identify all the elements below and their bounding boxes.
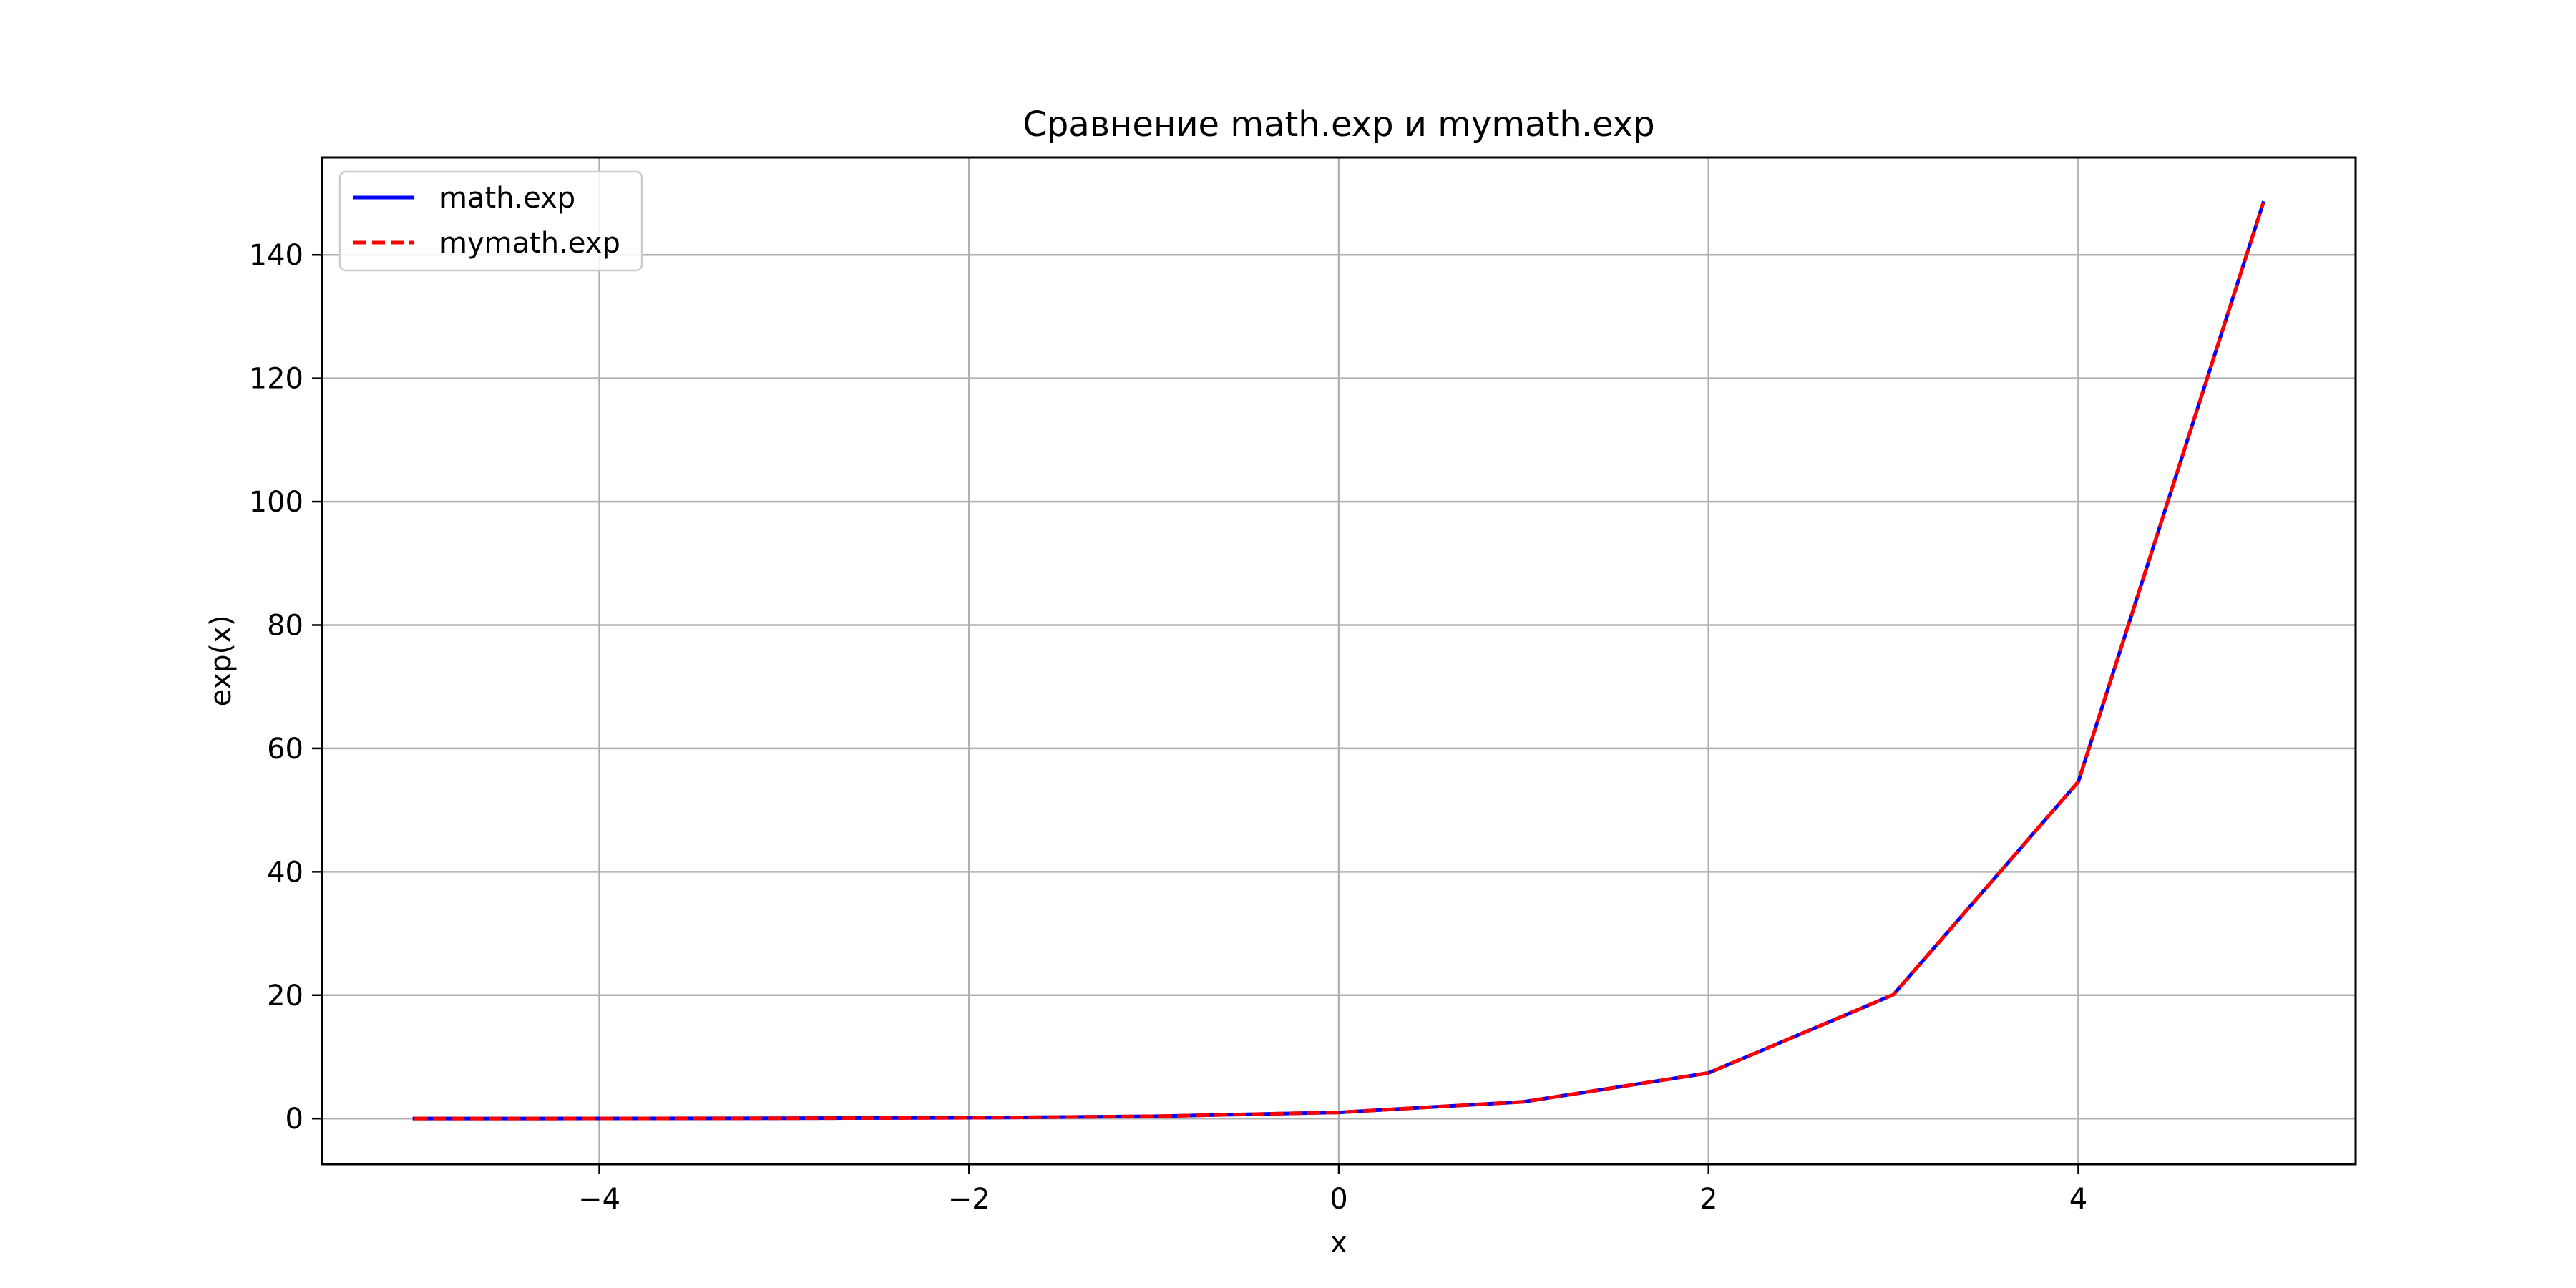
y-axis-label: exp(x)	[205, 615, 238, 707]
legend-label-math-exp: math.exp	[439, 182, 575, 215]
chart-title: Сравнение math.exp и mymath.exp	[1023, 104, 1654, 145]
legend-label-mymath-exp: mymath.exp	[439, 227, 620, 260]
y-tick-label: 100	[249, 486, 303, 519]
y-tick-label: 140	[249, 239, 303, 272]
grid	[322, 157, 2356, 1164]
x-tick-label: −4	[578, 1183, 620, 1216]
y-tick-label: 20	[267, 980, 303, 1013]
x-tick-label: −2	[948, 1183, 990, 1216]
x-tick-label: 0	[1330, 1183, 1347, 1216]
y-tick-label: 0	[286, 1103, 303, 1136]
y-tick-label: 40	[267, 856, 303, 889]
x-axis-label: x	[1330, 1226, 1347, 1259]
x-tick-label: 2	[1699, 1183, 1717, 1216]
plot-lines	[412, 200, 2265, 1121]
y-tick-label: 120	[249, 363, 303, 396]
legend-box	[338, 170, 643, 272]
y-tick-label: 60	[267, 733, 303, 766]
series-line-mymath-exp	[414, 202, 2265, 1121]
legend: math.exp mymath.exp	[338, 170, 643, 272]
y-tick-label: 80	[267, 609, 303, 642]
x-tick-label: 4	[2069, 1183, 2087, 1216]
